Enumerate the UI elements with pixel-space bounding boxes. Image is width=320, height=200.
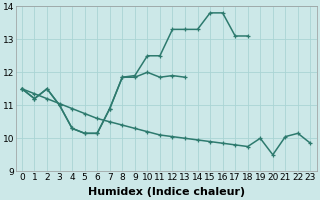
X-axis label: Humidex (Indice chaleur): Humidex (Indice chaleur) [88,187,245,197]
